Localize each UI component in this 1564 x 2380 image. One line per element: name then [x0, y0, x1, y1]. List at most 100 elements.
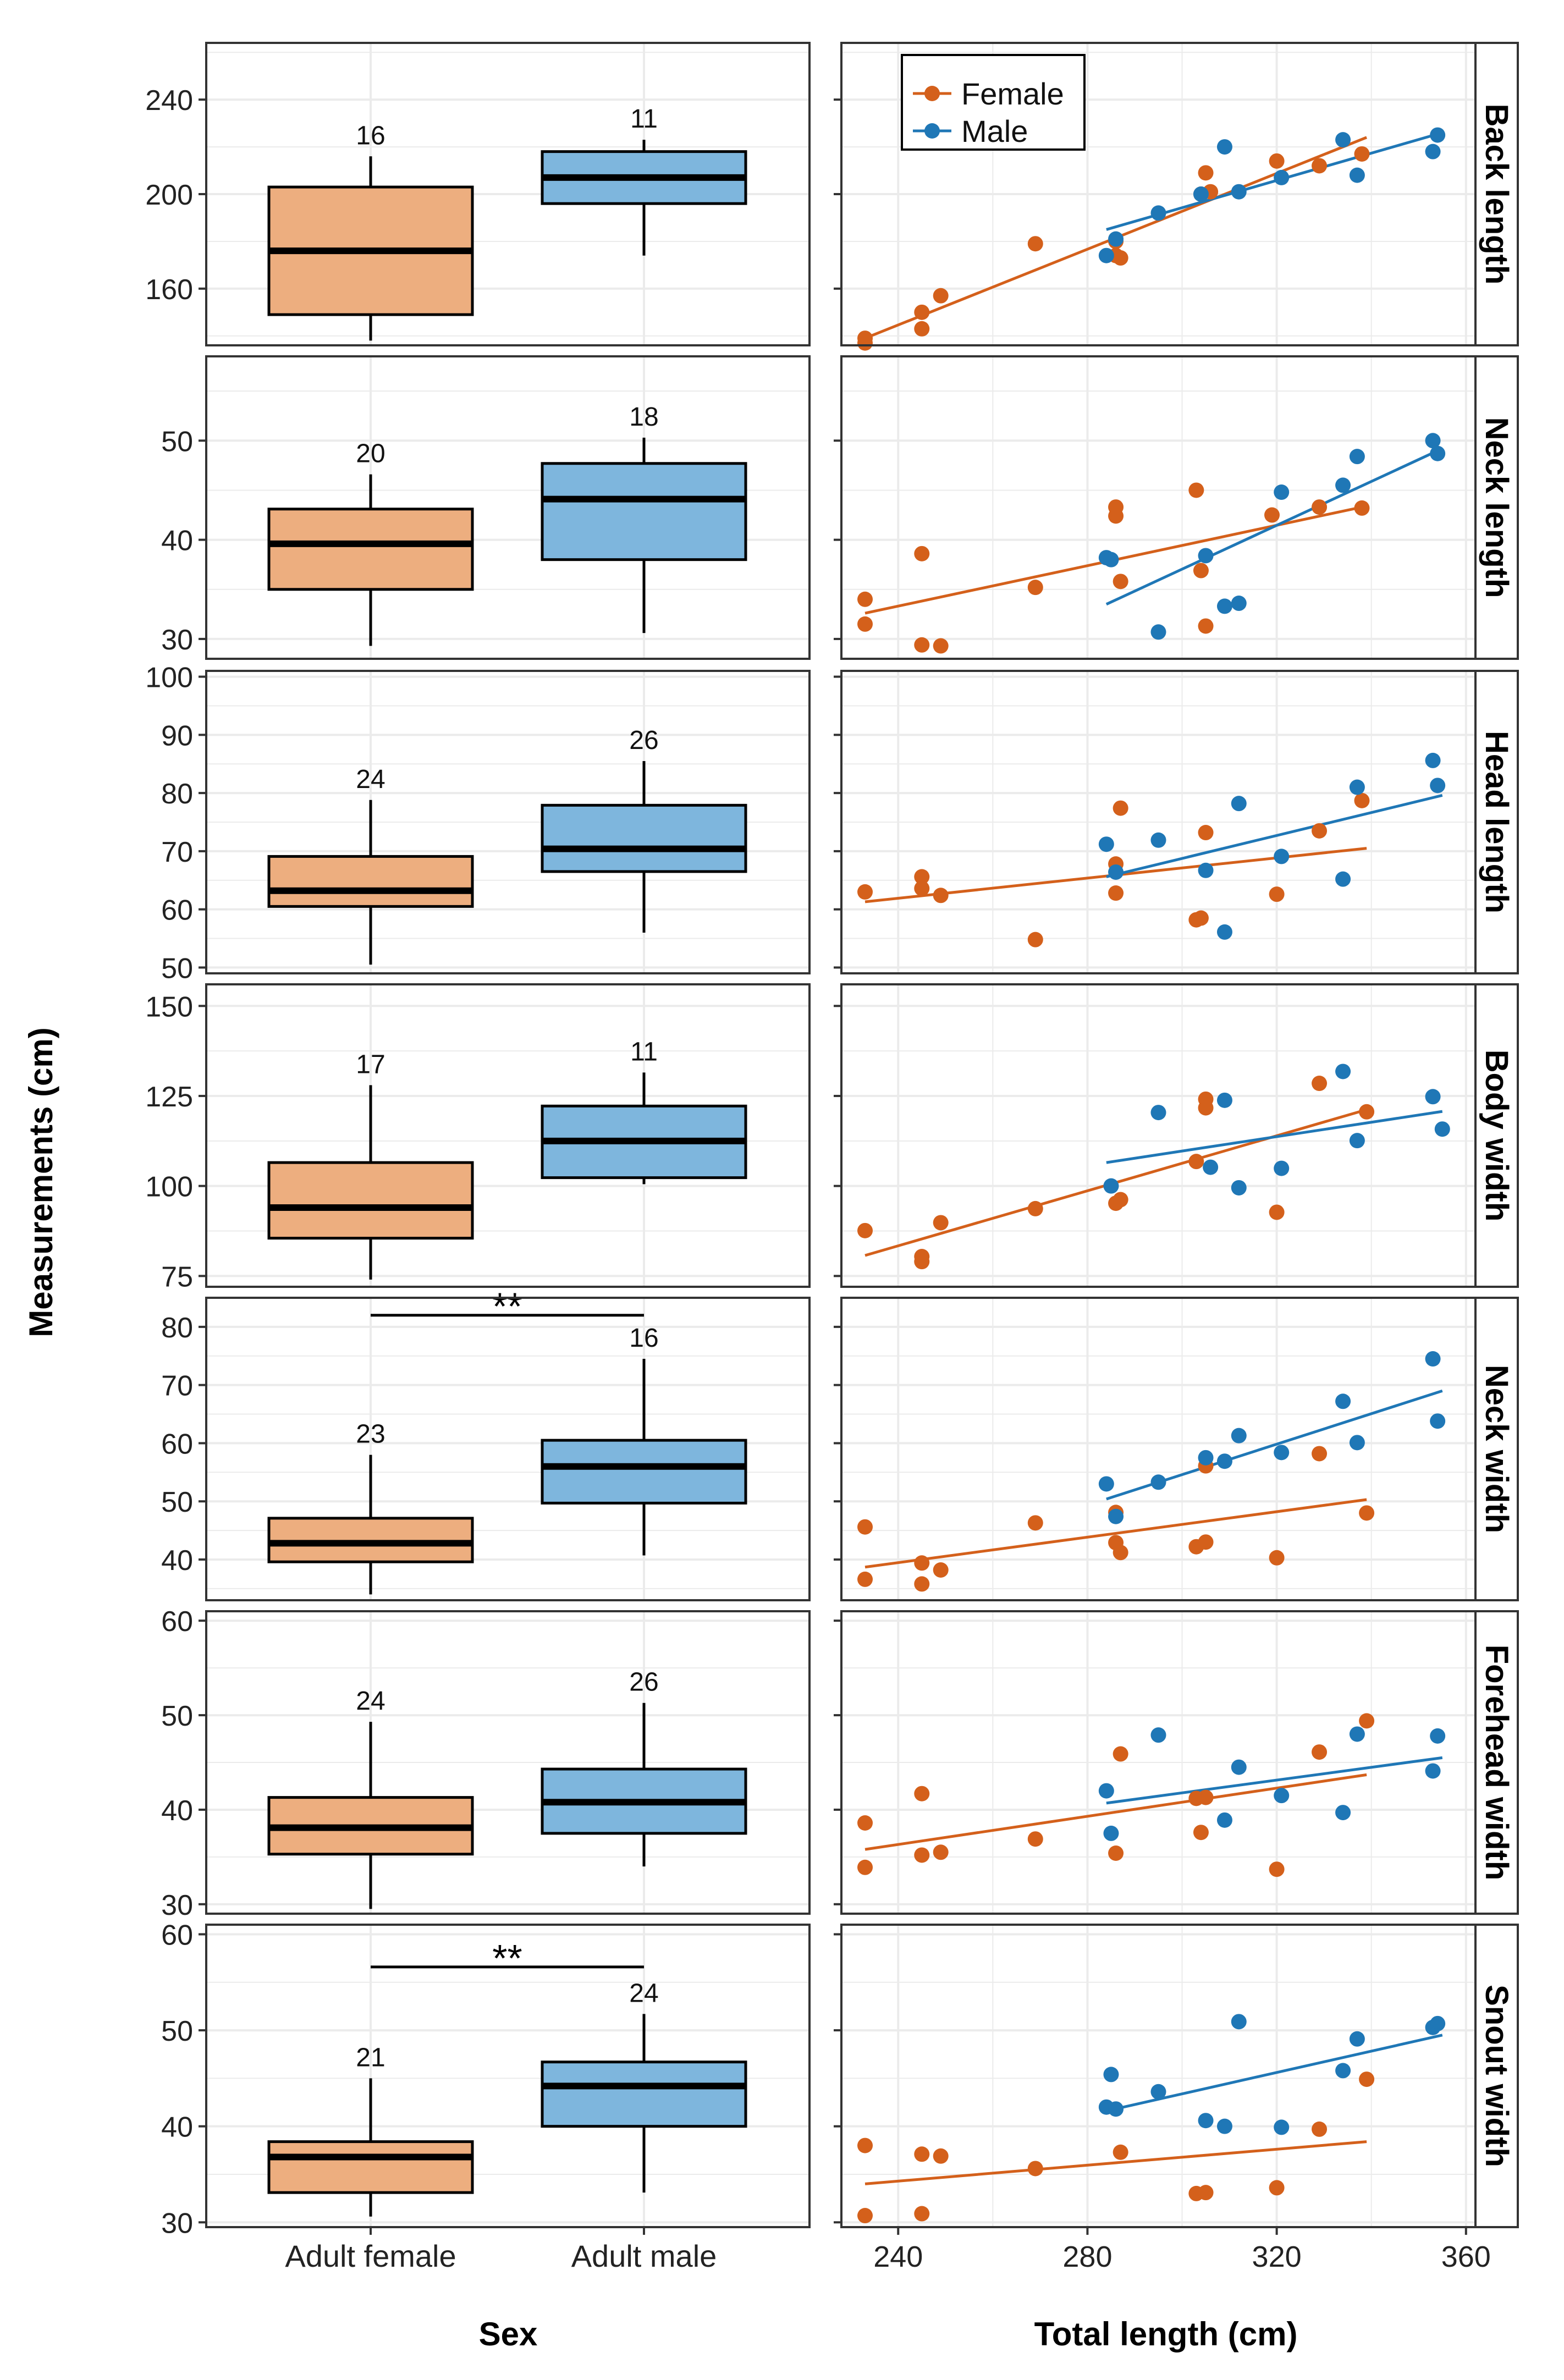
y-tick-label: 70 — [161, 836, 193, 868]
male-point — [1216, 1092, 1232, 1108]
sample-size-label: 26 — [629, 726, 658, 755]
male-point — [1425, 433, 1441, 449]
facet-strip — [1474, 355, 1519, 660]
male-point — [1274, 169, 1290, 185]
male-point — [1349, 2031, 1365, 2047]
box-panel-border — [205, 983, 811, 1288]
female-point — [933, 638, 949, 654]
y-tick-label: 40 — [161, 525, 193, 557]
male-point — [1231, 1759, 1247, 1775]
scatter-x-tick-label: 240 — [873, 2240, 923, 2273]
y-tick-label: 30 — [161, 2207, 193, 2239]
male-point — [1430, 127, 1446, 143]
male-point — [1349, 1435, 1365, 1451]
male-point — [1231, 2014, 1247, 2030]
significance-label: ** — [492, 1285, 522, 1328]
sample-size-label: 17 — [356, 1050, 385, 1079]
y-tick-label: 50 — [161, 2015, 193, 2047]
y-tick-label: 60 — [161, 1428, 193, 1460]
scatter-x-tick-label: 360 — [1441, 2240, 1491, 2273]
panel-body-width: 75 100 125 150 17 11 Body width — [145, 983, 1519, 1293]
female-point — [1198, 825, 1214, 841]
sample-size-label: 16 — [356, 121, 385, 150]
facet-label: Neck width — [1479, 1365, 1515, 1533]
panel-neck-width: 40 50 60 70 80 23 16 ** Neck width — [161, 1285, 1519, 1601]
male-point — [1103, 2067, 1119, 2082]
female-regression-line — [864, 2140, 1367, 2185]
female-point — [933, 1562, 949, 1578]
box-male — [541, 803, 747, 873]
female-point — [914, 1847, 930, 1863]
scatter-panel-border — [840, 983, 1477, 1288]
panel-forehead-width: 30 40 50 60 24 26 Forehead width — [161, 1606, 1519, 1921]
scatter-panel — [834, 1924, 1477, 2228]
female-point — [1108, 885, 1124, 901]
male-point — [1430, 1728, 1446, 1744]
female-point — [1269, 1550, 1285, 1566]
male-point — [1425, 1763, 1441, 1779]
male-point — [1216, 139, 1232, 155]
female-point — [1027, 932, 1043, 947]
male-point — [1335, 132, 1351, 148]
y-tick-label: 50 — [161, 952, 193, 984]
facet-label: Back length — [1479, 104, 1515, 285]
sample-size-label: 11 — [630, 1037, 658, 1066]
y-tick-label: 90 — [161, 720, 193, 752]
female-point — [914, 637, 930, 653]
male-point — [1425, 144, 1441, 159]
female-point — [1269, 886, 1285, 902]
male-point — [1098, 1476, 1114, 1492]
female-point — [1312, 2121, 1328, 2137]
right-x-axis-title: Total length (cm) — [1034, 2316, 1298, 2353]
male-point — [1425, 1351, 1441, 1367]
female-point — [857, 1815, 873, 1831]
y-tick-label: 40 — [161, 1545, 193, 1577]
female-point — [914, 2206, 930, 2222]
female-point — [1113, 800, 1128, 816]
female-point — [1113, 1545, 1128, 1561]
female-point — [1198, 1100, 1214, 1116]
sample-size-label: 20 — [356, 439, 385, 469]
male-point — [1434, 1121, 1450, 1137]
male-point — [1335, 1805, 1351, 1821]
female-point — [1269, 2180, 1285, 2196]
sample-size-label: 24 — [356, 765, 385, 794]
female-regression-line — [864, 1773, 1367, 1851]
male-point — [1198, 2113, 1214, 2129]
male-point — [1231, 596, 1247, 611]
male-point — [1274, 849, 1290, 864]
female-point — [1312, 1744, 1328, 1760]
female-point — [1359, 1505, 1375, 1521]
significance-label: ** — [492, 1937, 522, 1980]
male-point — [1150, 1727, 1166, 1743]
sample-size-label: 23 — [356, 1420, 385, 1449]
male-point — [1430, 2015, 1446, 2031]
female-point — [1198, 618, 1214, 634]
female-point — [933, 1844, 949, 1860]
legend-label: Male — [961, 114, 1028, 148]
male-point — [1335, 1064, 1351, 1079]
female-point — [1312, 1076, 1328, 1092]
male-point — [1425, 752, 1441, 768]
male-point — [1108, 864, 1124, 880]
y-tick-label: 160 — [145, 274, 193, 306]
male-point — [1349, 779, 1365, 795]
male-point — [1150, 2084, 1166, 2100]
female-point — [1312, 1446, 1328, 1462]
female-point — [914, 321, 930, 337]
female-point — [1312, 823, 1328, 839]
panel-head-length: 50 60 70 80 90 100 24 26 Head length — [145, 662, 1519, 984]
sample-size-label: 26 — [629, 1668, 658, 1697]
y-tick-label: 30 — [161, 1889, 193, 1921]
female-point — [914, 1786, 930, 1801]
male-point — [1231, 796, 1247, 812]
facet-label: Body width — [1479, 1050, 1515, 1222]
facet-label: Forehead width — [1479, 1645, 1515, 1881]
male-point — [1193, 186, 1209, 202]
facet-strip — [1474, 42, 1519, 346]
female-point — [914, 1576, 930, 1592]
female-point — [1359, 1104, 1375, 1120]
female-point — [933, 888, 949, 903]
